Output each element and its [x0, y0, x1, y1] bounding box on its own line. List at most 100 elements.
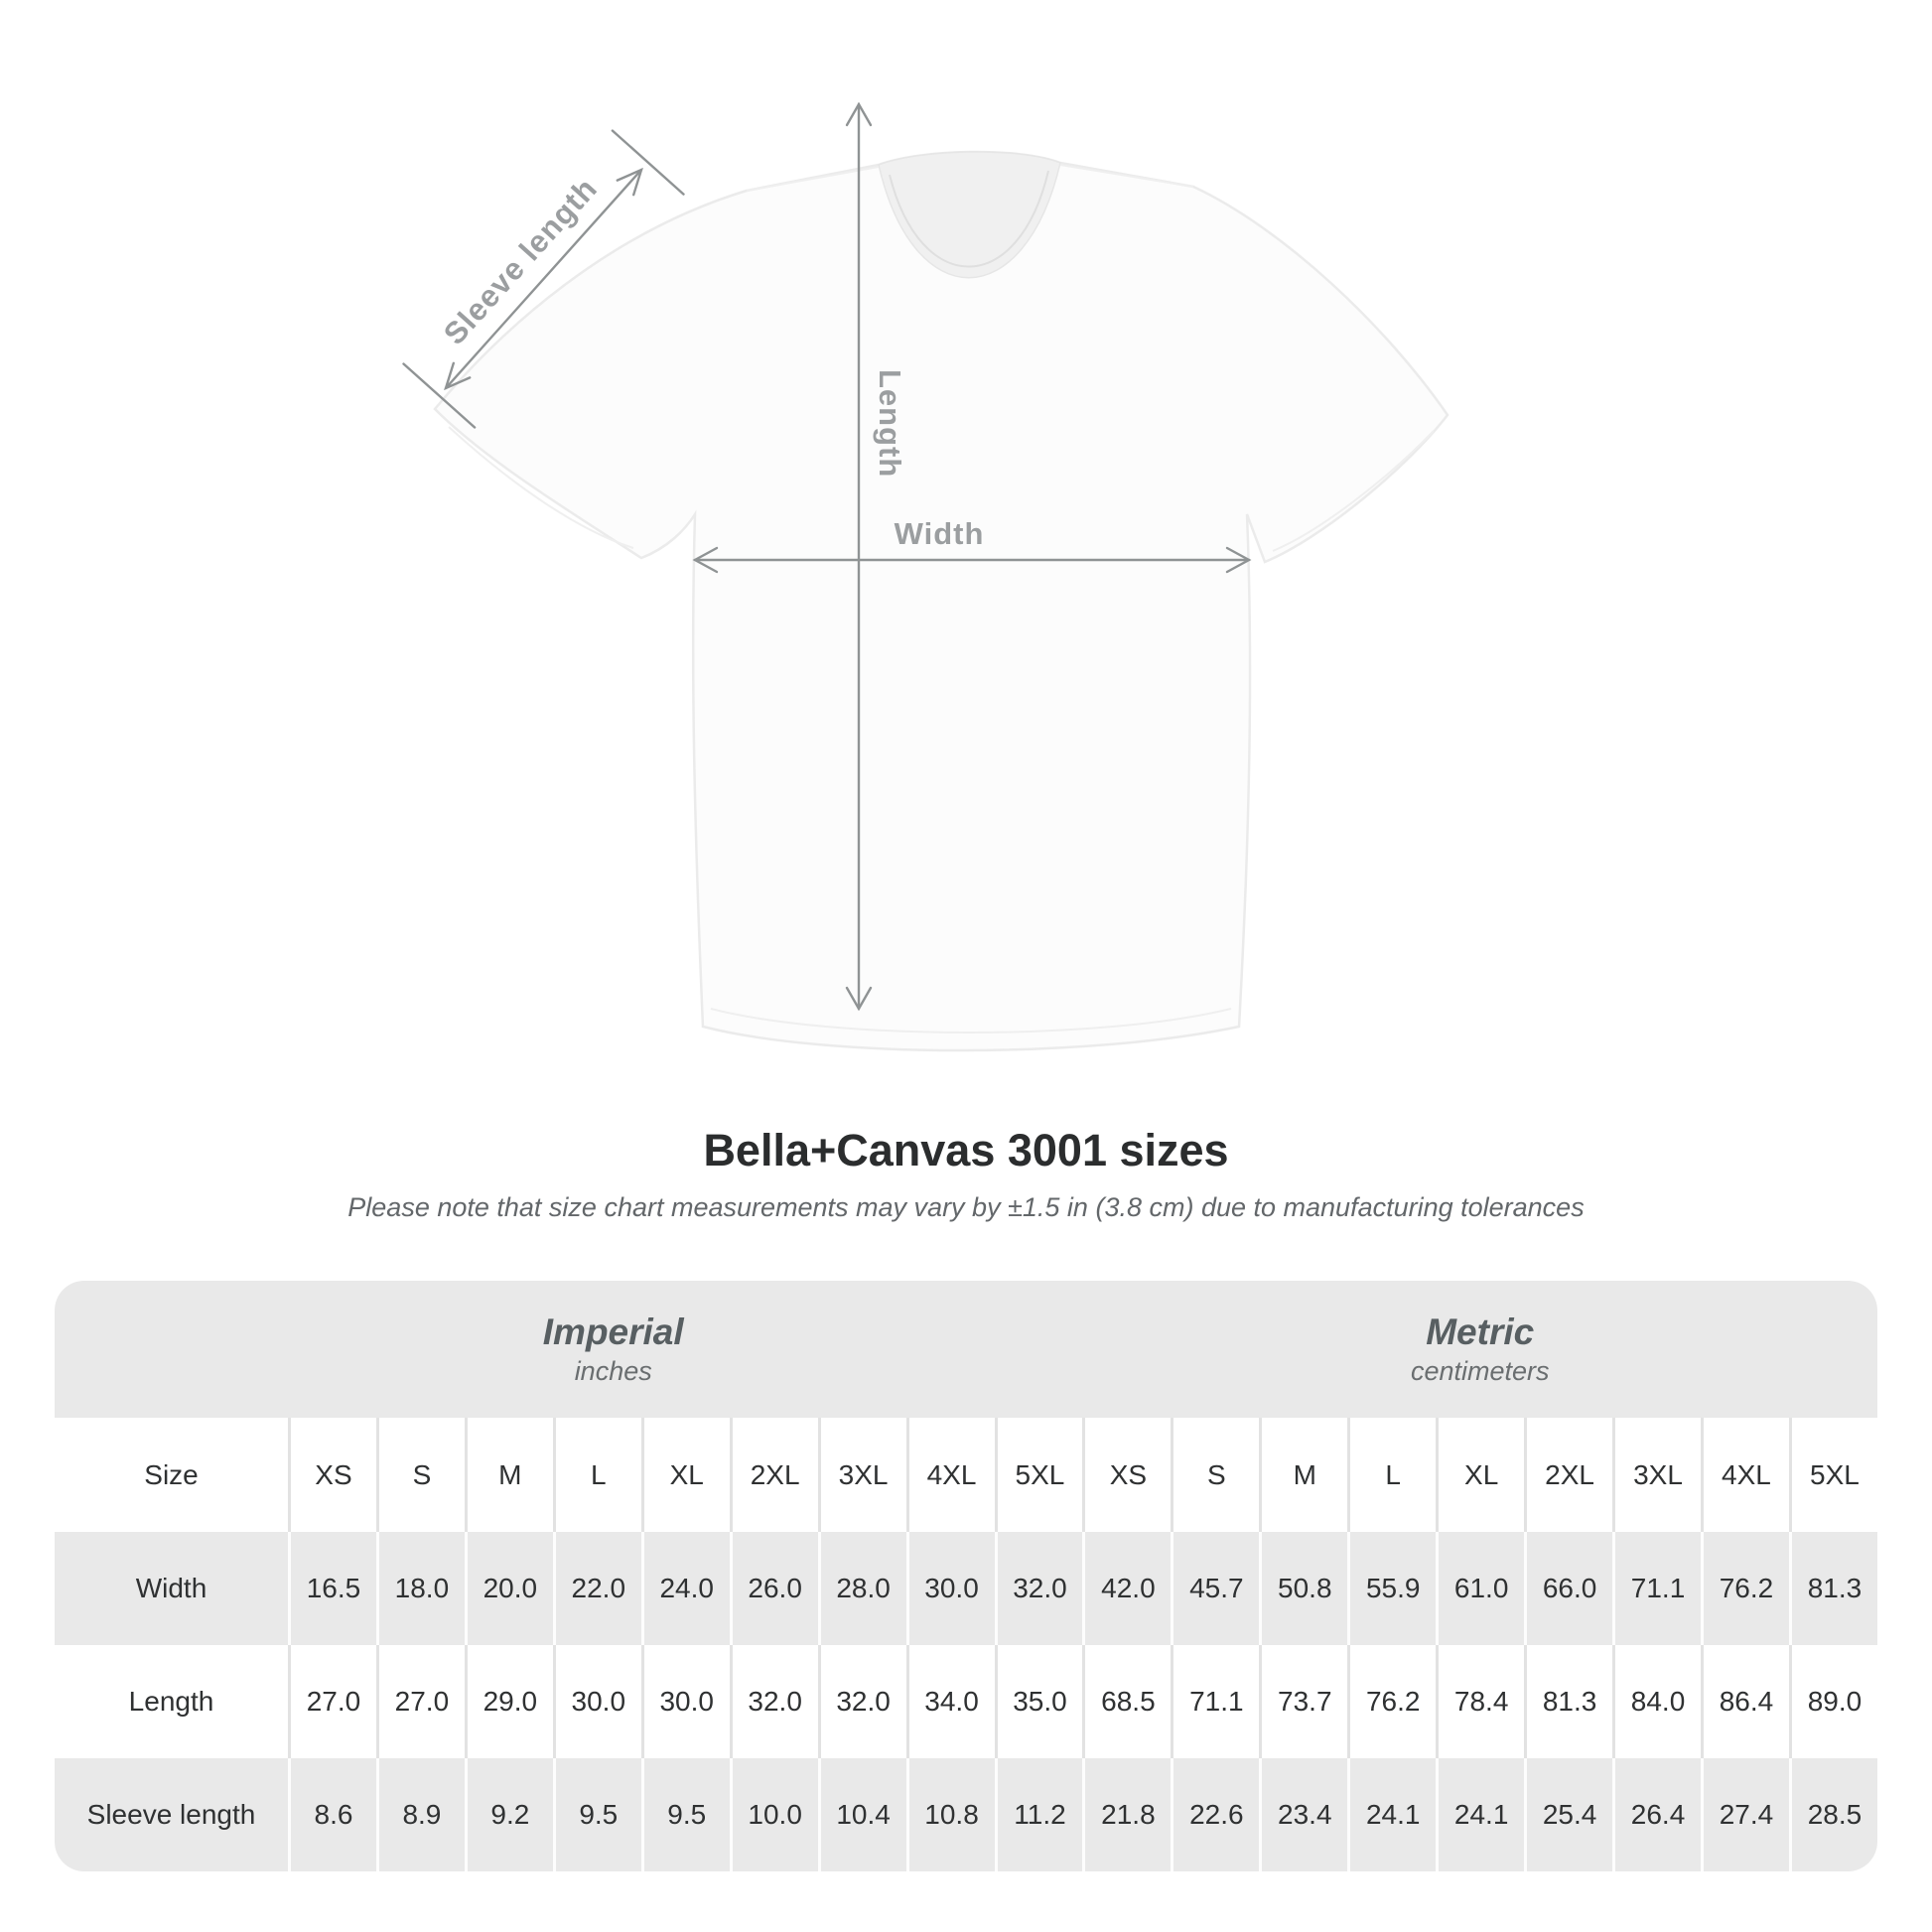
size-header-label: Size — [55, 1418, 288, 1532]
table-cell: 55.9 — [1347, 1532, 1437, 1645]
table-cell: 24.1 — [1347, 1758, 1437, 1871]
table-cell: 81.3 — [1524, 1645, 1613, 1758]
table-cell: 23.4 — [1259, 1758, 1348, 1871]
table-cell: 86.4 — [1701, 1645, 1789, 1758]
size-col-header: 5XL — [994, 1418, 1083, 1532]
size-col-header: 2XL — [1524, 1418, 1613, 1532]
table-cell: 9.5 — [552, 1758, 641, 1871]
table-cell: 10.0 — [729, 1758, 818, 1871]
table-cell: 45.7 — [1171, 1532, 1260, 1645]
table-cell: 68.5 — [1082, 1645, 1172, 1758]
metric-band: Metric centimeters — [1082, 1281, 1877, 1418]
table-cell: 28.5 — [1788, 1758, 1877, 1871]
size-col-header: 3XL — [817, 1418, 906, 1532]
table-cell: 10.8 — [905, 1758, 995, 1871]
table-cell: 30.0 — [640, 1645, 730, 1758]
imperial-band-unit: inches — [574, 1356, 652, 1386]
size-table-container: Imperial inches Metric centimeters Size … — [55, 1281, 1877, 1871]
metric-band-name: Metric — [1426, 1311, 1535, 1352]
arrow-down-icon — [845, 986, 873, 1012]
page-title: Bella+Canvas 3001 sizes — [703, 1125, 1229, 1175]
dimension-tick — [402, 362, 477, 429]
arrow-downleft-icon — [444, 361, 472, 391]
size-col-header: XL — [640, 1418, 730, 1532]
row-label: Sleeve length — [55, 1758, 288, 1871]
size-col-header: L — [552, 1418, 641, 1532]
table-row: Sleeve length 8.6 8.9 9.2 9.5 9.5 10.0 10.4 10.8… — [55, 1758, 1877, 1871]
tshirt-graphic — [433, 150, 1449, 1052]
table-cell: 81.3 — [1788, 1532, 1877, 1645]
table-cell: 61.0 — [1436, 1532, 1525, 1645]
table-cell: 50.8 — [1259, 1532, 1348, 1645]
size-col-header: S — [1171, 1418, 1260, 1532]
size-col-header: XL — [1436, 1418, 1525, 1532]
table-cell: 29.0 — [464, 1645, 553, 1758]
table-cell: 32.0 — [817, 1645, 906, 1758]
table-cell: 8.9 — [375, 1758, 465, 1871]
table-cell: 27.0 — [288, 1645, 376, 1758]
arrow-right-icon — [1225, 546, 1252, 574]
size-col-header: M — [464, 1418, 553, 1532]
size-col-header: 5XL — [1788, 1418, 1877, 1532]
row-label: Length — [55, 1645, 288, 1758]
table-cell: 71.1 — [1612, 1532, 1701, 1645]
table-cell: 34.0 — [905, 1645, 995, 1758]
table-cell: 26.4 — [1612, 1758, 1701, 1871]
table-cell: 20.0 — [464, 1532, 553, 1645]
dimension-tick — [611, 129, 685, 196]
imperial-band: Imperial inches — [55, 1281, 1083, 1418]
page-subtitle: Please note that size chart measurements… — [347, 1192, 1585, 1222]
size-header-row: Size XS S M L XL 2XL 3XL 4XL 5XL XS S M L XL 2XL 3XL 4XL… — [55, 1418, 1877, 1532]
table-cell: 66.0 — [1524, 1532, 1613, 1645]
size-col-header: 4XL — [905, 1418, 995, 1532]
arrow-left-icon — [692, 546, 719, 574]
table-cell: 9.2 — [464, 1758, 553, 1871]
table-cell: 42.0 — [1082, 1532, 1172, 1645]
table-cell: 32.0 — [729, 1645, 818, 1758]
table-cell: 24.0 — [640, 1532, 730, 1645]
table-cell: 16.5 — [288, 1532, 376, 1645]
size-col-header: XS — [1082, 1418, 1172, 1532]
table-cell: 18.0 — [375, 1532, 465, 1645]
size-col-header: S — [375, 1418, 465, 1532]
table-cell: 10.4 — [817, 1758, 906, 1871]
table-cell: 89.0 — [1788, 1645, 1877, 1758]
size-col-header: 4XL — [1701, 1418, 1789, 1532]
table-cell: 71.1 — [1171, 1645, 1260, 1758]
sleeve-arrow-line — [444, 168, 643, 390]
table-cell: 30.0 — [905, 1532, 995, 1645]
unit-band-row: Imperial inches Metric centimeters — [55, 1281, 1877, 1418]
row-label: Width — [55, 1532, 288, 1645]
size-col-header: 3XL — [1612, 1418, 1701, 1532]
table-cell: 35.0 — [994, 1645, 1083, 1758]
table-cell: 21.8 — [1082, 1758, 1172, 1871]
table-cell: 9.5 — [640, 1758, 730, 1871]
table-cell: 76.2 — [1701, 1532, 1789, 1645]
table-cell: 78.4 — [1436, 1645, 1525, 1758]
table-cell: 73.7 — [1259, 1645, 1348, 1758]
table-cell: 26.0 — [729, 1532, 818, 1645]
table-cell: 22.0 — [552, 1532, 641, 1645]
size-col-header: 2XL — [729, 1418, 818, 1532]
table-row: Length 27.0 27.0 29.0 30.0 30.0 32.0 32.0 34.0 35… — [55, 1645, 1877, 1758]
table-cell: 27.4 — [1701, 1758, 1789, 1871]
table-cell: 8.6 — [288, 1758, 376, 1871]
table-cell: 22.6 — [1171, 1758, 1260, 1871]
width-label: Width — [895, 516, 985, 551]
table-cell: 27.0 — [375, 1645, 465, 1758]
size-col-header: M — [1259, 1418, 1348, 1532]
table-row: Width 16.5 18.0 20.0 22.0 24.0 26.0 28.0 30.0 32.… — [55, 1532, 1877, 1645]
arrow-upright-icon — [616, 167, 643, 197]
table-cell: 28.0 — [817, 1532, 906, 1645]
tshirt-figure: Sleeve length Length Width — [402, 101, 1449, 1052]
arrow-up-icon — [845, 101, 873, 127]
metric-band-unit: centimeters — [1410, 1356, 1550, 1386]
table-cell: 11.2 — [994, 1758, 1083, 1871]
table-cell: 76.2 — [1347, 1645, 1437, 1758]
table-cell: 30.0 — [552, 1645, 641, 1758]
table-cell: 24.1 — [1436, 1758, 1525, 1871]
table-cell: 25.4 — [1524, 1758, 1613, 1871]
table-cell: 32.0 — [994, 1532, 1083, 1645]
size-col-header: XS — [288, 1418, 376, 1532]
